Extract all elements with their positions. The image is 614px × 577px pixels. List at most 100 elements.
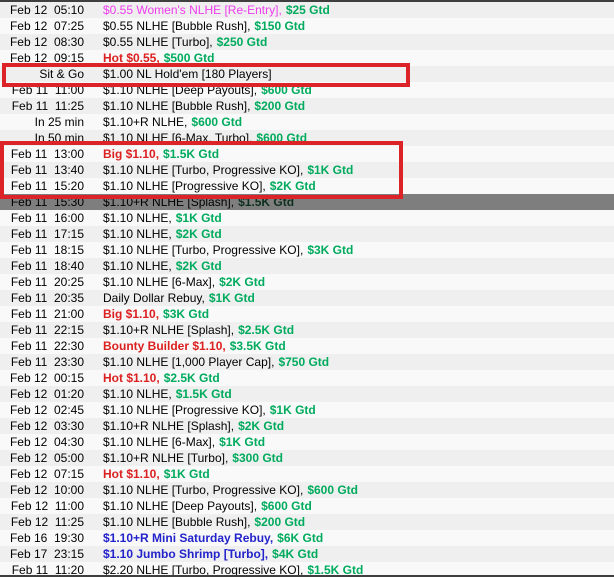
table-row[interactable]: Feb 17 23:15 $1.10 Jumbo Shrimp [Turbo], $… [0,546,614,562]
table-row[interactable]: Feb 12 01:20 $1.10 NLHE, $1.5K Gtd [0,386,614,402]
guarantee-amount: $600 Gtd [256,131,308,145]
table-row[interactable]: Feb 11 20:35 Daily Dollar Rebuy, $1K Gtd [0,290,614,306]
start-time: Feb 11 20:35 [10,291,84,305]
table-row[interactable]: Feb 11 20:25 $1.10 NLHE [6-Max], $2K Gtd [0,274,614,290]
table-row[interactable]: Feb 11 18:40 $1.10 NLHE, $2K Gtd [0,258,614,274]
table-row[interactable]: Feb 11 18:15 $1.10 NLHE [Turbo, Progressi… [0,242,614,258]
guarantee-amount: $1K Gtd [208,291,255,305]
start-time: Feb 12 03:30 [9,419,84,433]
table-row[interactable]: Feb 12 04:30 $1.10 NLHE [6-Max], $1K Gtd [0,434,614,450]
tournament-name: $1.10 NLHE [1,000 Player Cap], [103,355,275,369]
guarantee-amount: $25 Gtd [285,3,330,17]
tournament-name: $1.10 NLHE [Bubble Rush], [103,515,251,529]
table-row[interactable]: Feb 11 22:15 $1.10+R NLHE [Splash], $2.5K … [0,322,614,338]
tournament-name: $2.20 NLHE [Turbo, Progressive KO], [103,563,304,577]
tournament-name: $1.10 NLHE [Progressive KO], [103,403,266,417]
tournament-name: $1.10 NLHE [Progressive KO], [103,179,266,193]
start-time: Feb 11 11:25 [11,99,84,113]
table-row[interactable]: Feb 12 02:45 $1.10 NLHE [Progressive KO],… [0,402,614,418]
guarantee-amount: $1K Gtd [307,163,354,177]
table-row[interactable]: Feb 11 11:25 $1.10 NLHE [Bubble Rush], $20… [0,98,614,114]
table-row[interactable]: Sit & Go $1.00 NL Hold'em [180 Players] [0,66,614,82]
table-row[interactable]: Feb 12 05:00 $1.10+R NLHE [Turbo], $300 Gt… [0,450,614,466]
table-row[interactable]: In 50 min $1.10 NLHE [6-Max, Turbo], $600 … [0,130,614,146]
start-time: Feb 12 09:15 [9,51,84,65]
guarantee-amount: $250 Gtd [216,35,268,49]
tournament-name: $1.10 NLHE, [103,211,172,225]
table-row[interactable]: Feb 12 03:30 $1.10+R NLHE [Splash], $2K Gt… [0,418,614,434]
tournament-name: Daily Dollar Rebuy, [103,291,205,305]
start-time: Feb 12 07:15 [9,467,84,481]
table-row[interactable]: Feb 11 13:00 Big $1.10, $1.5K Gtd [0,146,614,162]
tournament-name: $1.10 NLHE [Turbo, Progressive KO], [103,163,304,177]
table-row[interactable]: Feb 11 23:30 $1.10 NLHE [1,000 Player Cap… [0,354,614,370]
guarantee-amount: $2K Gtd [175,259,222,273]
table-row[interactable]: Feb 11 15:20 $1.10 NLHE [Progressive KO],… [0,178,614,194]
tournament-name: $1.10+R NLHE, [103,115,188,129]
tournament-name: $1.10+R Mini Saturday Rebuy, [103,531,274,545]
guarantee-amount: $1K Gtd [219,435,266,449]
start-time: Feb 11 20:25 [10,275,84,289]
table-row[interactable]: In 25 min $1.10+R NLHE, $600 Gtd [0,114,614,130]
tournament-name: $1.10 NLHE [Turbo, Progressive KO], [103,483,304,497]
start-time: Feb 12 11:25 [10,515,84,529]
table-row[interactable]: Feb 11 17:15 $1.10 NLHE, $2K Gtd [0,226,614,242]
tournament-name: $1.10 Jumbo Shrimp [Turbo], [103,547,269,561]
table-row[interactable]: Feb 12 08:30 $0.55 NLHE [Turbo], $250 Gtd [0,34,614,50]
table-row[interactable]: Feb 11 21:00 Big $1.10, $3K Gtd [0,306,614,322]
table-row[interactable]: Feb 12 00:15 Hot $1.10, $2.5K Gtd [0,370,614,386]
guarantee-amount: $6K Gtd [277,531,324,545]
table-row[interactable]: Feb 12 07:25 $0.55 NLHE [Bubble Rush], $15… [0,18,614,34]
table-row-selected[interactable]: Feb 11 15:30 $1.10+R NLHE [Splash], $1.5K … [0,194,614,210]
start-time: Feb 11 17:15 [10,227,84,241]
start-time: Feb 11 18:15 [10,243,84,257]
guarantee-amount: $3.5K Gtd [229,339,286,353]
table-row[interactable]: Feb 12 11:25 $1.10 NLHE [Bubble Rush], $20… [0,514,614,530]
guarantee-amount: $600 Gtd [261,499,312,513]
start-time: Feb 11 11:00 [11,83,84,97]
guarantee-amount: $200 Gtd [254,99,306,113]
tournament-name: $1.10 NLHE, [103,227,172,241]
guarantee-amount: $1.5K Gtd [307,563,364,577]
tournament-name: $1.00 NL Hold'em [180 Players] [103,67,272,81]
tournament-name: $1.10 NLHE, [103,387,172,401]
start-time: Feb 11 13:40 [10,163,84,177]
table-row[interactable]: Feb 12 10:00 $1.10 NLHE [Turbo, Progressi… [0,482,614,498]
table-row[interactable]: Feb 16 19:30 $1.10+R Mini Saturday Rebuy,… [0,530,614,546]
guarantee-amount: $300 Gtd [232,451,283,465]
start-time: Feb 11 18:40 [10,259,84,273]
table-row[interactable]: Feb 12 09:15 Hot $0.55, $500 Gtd [0,50,614,66]
guarantee-amount: $1.5K Gtd [175,387,232,401]
tournament-name: $1.10 NLHE [Deep Payouts], [103,499,258,513]
tournament-name: $1.10 NLHE [6-Max], [103,435,216,449]
table-row[interactable]: Feb 11 16:00 $1.10 NLHE, $1K Gtd [0,210,614,226]
start-time: In 25 min [34,115,84,129]
start-time: Feb 12 02:45 [9,403,84,417]
guarantee-amount: $600 Gtd [261,83,312,97]
tournament-name: $1.10 NLHE [6-Max, Turbo], [103,131,253,145]
guarantee-amount: $2K Gtd [269,179,316,193]
table-row[interactable]: Feb 12 07:15 Hot $1.10, $1K Gtd [0,466,614,482]
start-time: Feb 12 05:00 [9,451,84,465]
start-time: Feb 11 21:00 [10,307,84,321]
tournament-name: Bounty Builder $1.10, [103,339,226,353]
start-time: Feb 12 11:00 [10,499,84,513]
table-row[interactable]: Feb 12 05:10 $0.55 Women's NLHE [Re-Entry… [0,2,614,18]
guarantee-amount: $3K Gtd [163,307,210,321]
start-time: Feb 11 15:20 [10,179,84,193]
tournament-name: $1.10 NLHE [Bubble Rush], [103,99,251,113]
start-time: Feb 12 08:30 [9,35,84,49]
tournament-name: $0.55 NLHE [Bubble Rush], [103,19,251,33]
table-row[interactable]: Feb 11 11:20 $2.20 NLHE [Turbo, Progressi… [0,562,614,577]
table-row[interactable]: Feb 11 11:00 $1.10 NLHE [Deep Payouts], $6… [0,82,614,98]
start-time: Sit & Go [39,67,84,81]
start-time: Feb 16 19:30 [9,531,84,545]
table-row[interactable]: Feb 12 11:00 $1.10 NLHE [Deep Payouts], $6… [0,498,614,514]
table-row[interactable]: Feb 11 13:40 $1.10 NLHE [Turbo, Progressi… [0,162,614,178]
table-row[interactable]: Feb 11 22:30 Bounty Builder $1.10, $3.5K G… [0,338,614,354]
guarantee-amount: $1.5K Gtd [238,195,295,209]
start-time: Feb 11 22:15 [10,323,84,337]
tournament-name: $0.55 NLHE [Turbo], [103,35,213,49]
